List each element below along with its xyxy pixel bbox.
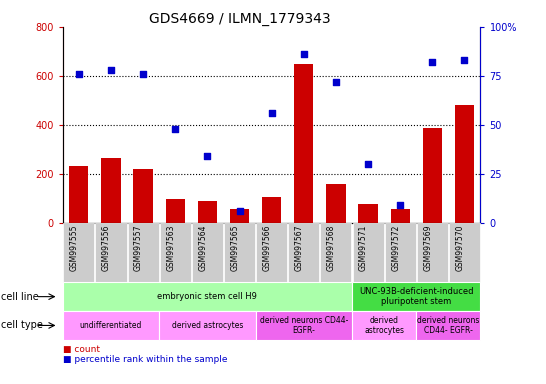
Text: GSM997557: GSM997557 — [134, 225, 143, 271]
Text: GSM997572: GSM997572 — [391, 225, 400, 271]
Text: cell line: cell line — [1, 291, 39, 302]
Point — [139, 71, 147, 77]
Text: ■ count: ■ count — [63, 345, 100, 354]
Bar — [165, 199, 185, 223]
Bar — [102, 158, 121, 223]
Point — [235, 208, 244, 214]
Text: GSM997570: GSM997570 — [455, 225, 465, 271]
Text: GSM997571: GSM997571 — [359, 225, 368, 271]
Bar — [294, 64, 313, 223]
Text: GSM997569: GSM997569 — [423, 225, 432, 271]
Point — [171, 126, 180, 132]
Point — [203, 153, 212, 159]
Bar — [69, 166, 88, 223]
Bar — [327, 184, 346, 223]
Text: ■ percentile rank within the sample: ■ percentile rank within the sample — [63, 354, 227, 364]
Text: GSM997565: GSM997565 — [230, 225, 240, 271]
Text: GSM997556: GSM997556 — [102, 225, 111, 271]
Bar — [423, 129, 442, 223]
Text: derived
astrocytes: derived astrocytes — [364, 316, 404, 335]
Point — [428, 59, 437, 65]
Bar — [230, 209, 249, 223]
Text: GSM997567: GSM997567 — [295, 225, 304, 271]
Bar — [455, 105, 474, 223]
Text: GSM997555: GSM997555 — [70, 225, 79, 271]
Text: GSM997568: GSM997568 — [327, 225, 336, 271]
Text: derived astrocytes: derived astrocytes — [171, 321, 243, 330]
Text: derived neurons
CD44- EGFR-: derived neurons CD44- EGFR- — [417, 316, 479, 335]
Text: undifferentiated: undifferentiated — [80, 321, 142, 330]
Point — [268, 110, 276, 116]
Point — [460, 57, 469, 63]
Text: embryonic stem cell H9: embryonic stem cell H9 — [157, 292, 257, 301]
Point — [299, 51, 308, 57]
Text: GSM997563: GSM997563 — [166, 225, 175, 271]
Text: GSM997566: GSM997566 — [263, 225, 272, 271]
Text: GDS4669 / ILMN_1779343: GDS4669 / ILMN_1779343 — [150, 12, 331, 25]
Bar — [262, 197, 281, 223]
Point — [364, 161, 372, 167]
Text: GSM997564: GSM997564 — [198, 225, 207, 271]
Point — [74, 71, 83, 77]
Text: cell type: cell type — [1, 320, 43, 331]
Bar — [358, 204, 378, 223]
Text: UNC-93B-deficient-induced
pluripotent stem: UNC-93B-deficient-induced pluripotent st… — [359, 287, 473, 306]
Text: derived neurons CD44-
EGFR-: derived neurons CD44- EGFR- — [259, 316, 348, 335]
Point — [106, 67, 115, 73]
Bar — [390, 209, 410, 223]
Bar — [133, 169, 153, 223]
Point — [331, 79, 340, 85]
Point — [396, 202, 405, 208]
Bar — [198, 201, 217, 223]
